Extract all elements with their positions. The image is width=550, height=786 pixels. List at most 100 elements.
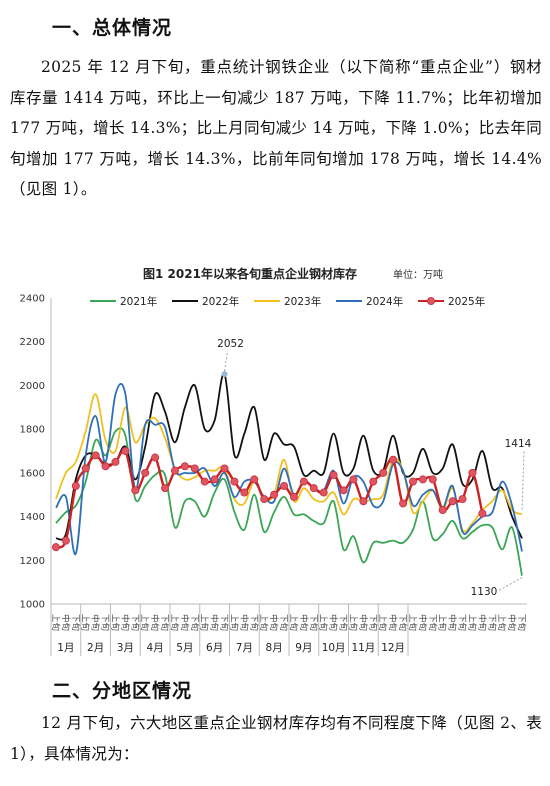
ten-day-label: 中旬 [417, 614, 428, 631]
annotation-label: 1414 [505, 438, 532, 450]
series-point-2025 [448, 497, 457, 506]
ten-day-label: 上旬 [80, 614, 91, 631]
ten-day-label: 下旬 [189, 614, 200, 631]
series-point-2025 [379, 468, 388, 477]
series-point-2025 [280, 481, 289, 490]
series-point-2025 [478, 509, 487, 518]
legend-marker [426, 297, 435, 306]
annotation-label: 2052 [217, 338, 244, 350]
legend-entry: 2023年 [284, 295, 321, 308]
ten-day-label: 中旬 [328, 614, 339, 631]
month-label: 6月 [206, 642, 223, 654]
series-point-2025 [458, 495, 467, 504]
series-point-2025 [369, 477, 378, 486]
ten-day-label: 中旬 [298, 614, 309, 631]
ten-day-label: 下旬 [129, 614, 140, 631]
annotation-leader [224, 350, 228, 372]
ten-day-label: 上旬 [347, 614, 358, 631]
y-tick-label: 1600 [20, 468, 45, 479]
series-point-2025 [131, 486, 140, 495]
series-point-2025 [220, 464, 229, 473]
month-label: 1月 [57, 642, 74, 654]
month-label: 12月 [381, 642, 405, 654]
series-point-2025 [329, 471, 338, 480]
series-point-2025 [151, 453, 160, 462]
y-tick-label: 1800 [20, 425, 45, 436]
series-point-2025 [240, 488, 249, 497]
series-point-2025 [428, 475, 437, 484]
series-point-2025 [210, 475, 219, 484]
series-point-2025 [141, 468, 150, 477]
ten-day-label: 上旬 [199, 614, 210, 631]
legend-entry: 2022年 [202, 295, 239, 308]
series-point-2025 [408, 477, 417, 486]
month-label: 8月 [266, 642, 283, 654]
ten-day-label: 中旬 [149, 614, 160, 631]
ten-day-label: 中旬 [268, 614, 279, 631]
series-point-2025 [121, 446, 130, 455]
ten-day-label: 上旬 [496, 614, 507, 631]
series-point-2025 [418, 475, 427, 484]
ten-day-label: 下旬 [100, 614, 111, 631]
ten-day-label: 中旬 [506, 614, 517, 631]
ten-day-label: 上旬 [109, 614, 120, 631]
series-point-2025 [81, 464, 90, 473]
ten-day-label: 中旬 [60, 614, 71, 631]
month-label: 4月 [147, 642, 164, 654]
series-point-2025 [349, 475, 358, 484]
legend-entry: 2025年 [448, 295, 485, 308]
series-point-2025 [359, 497, 368, 506]
series-point-2025 [161, 484, 170, 493]
ten-day-label: 下旬 [70, 614, 81, 631]
series-point-2025 [250, 475, 259, 484]
ten-day-label: 上旬 [169, 614, 180, 631]
ten-day-label: 上旬 [437, 614, 448, 631]
month-label: 3月 [117, 642, 134, 654]
ten-day-label: 中旬 [90, 614, 101, 631]
ten-day-label: 中旬 [238, 614, 249, 631]
y-tick-label: 2000 [20, 381, 45, 392]
y-tick-label: 2200 [20, 337, 45, 348]
series-point-2025 [51, 543, 60, 552]
ten-day-label: 上旬 [407, 614, 418, 631]
y-tick-label: 1200 [20, 556, 45, 567]
ten-day-label: 下旬 [278, 614, 289, 631]
series-point-2025 [71, 481, 80, 490]
ten-day-label: 上旬 [318, 614, 329, 631]
ten-day-label: 下旬 [308, 614, 319, 631]
series-point-2025 [339, 486, 348, 495]
series-point-2025 [399, 499, 408, 508]
chart-title: 图1 2021年以来各旬重点企业钢材库存 [143, 266, 357, 281]
series-point-2025 [111, 457, 120, 466]
ten-day-label: 中旬 [476, 614, 487, 631]
ten-day-label: 上旬 [377, 614, 388, 631]
series-point-2025 [389, 455, 398, 464]
month-label: 7月 [236, 642, 253, 654]
series-point-2025 [309, 484, 318, 493]
legend-entry: 2024年 [366, 295, 403, 308]
ten-day-label: 中旬 [209, 614, 220, 631]
series-point-2025 [438, 506, 447, 515]
month-label: 9月 [295, 642, 312, 654]
ten-day-label: 中旬 [387, 614, 398, 631]
ten-day-label: 下旬 [159, 614, 170, 631]
ten-day-label: 上旬 [288, 614, 299, 631]
ten-day-label: 下旬 [427, 614, 438, 631]
annotation-marker [221, 371, 228, 378]
ten-day-label: 中旬 [119, 614, 130, 631]
series-point-2025 [91, 451, 100, 460]
chart-unit-label: 单位：万吨 [393, 268, 443, 281]
inventory-line-chart: 图1 2021年以来各旬重点企业钢材库存 单位：万吨 1000 1200 1400 160… [20, 266, 532, 656]
series-point-2025 [180, 462, 189, 471]
overall-paragraph: 2025 年 12 月下旬，重点统计钢铁企业（以下简称“重点企业”）钢材库存量 … [10, 58, 542, 198]
month-label: 11月 [351, 642, 375, 654]
ten-day-label: 下旬 [457, 614, 468, 631]
legend-entry: 2021年 [120, 295, 157, 308]
regional-paragraph: 12 月下旬，六大地区重点企业钢材库存均有不同程度下降（见图 2、表 1），具体… [10, 714, 542, 763]
ten-day-label: 上旬 [228, 614, 239, 631]
series-point-2025 [289, 492, 298, 501]
annotation-leader [497, 577, 523, 592]
ten-day-label: 下旬 [219, 614, 230, 631]
ten-day-label: 下旬 [367, 614, 378, 631]
series-line-2024年 [55, 383, 523, 555]
